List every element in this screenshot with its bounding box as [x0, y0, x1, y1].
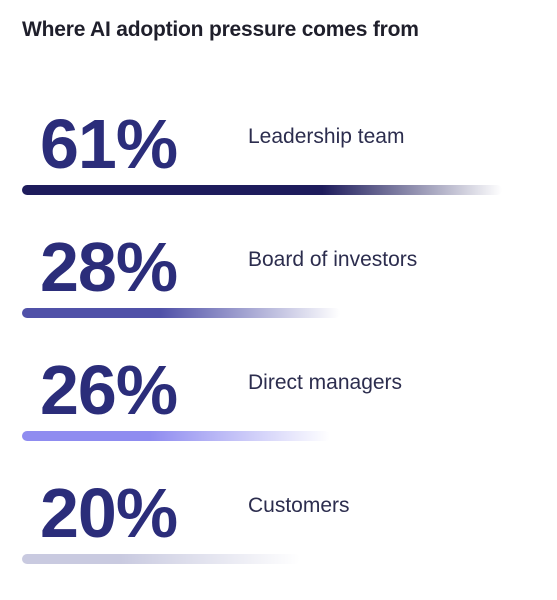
value-bar [22, 554, 300, 564]
stat-label: Direct managers [248, 371, 403, 394]
bar-track [22, 308, 522, 318]
value-bar [22, 185, 502, 195]
chart-title: Where AI adoption pressure comes from [22, 18, 419, 41]
value-bar [22, 308, 340, 318]
bar-track [22, 554, 522, 564]
stat-value: 28% [40, 228, 178, 306]
stat-row: 61% Leadership team [0, 95, 557, 215]
bar-track [22, 185, 522, 195]
value-bar [22, 431, 330, 441]
stat-row: 26% Direct managers [0, 341, 557, 461]
stat-label: Board of investors [248, 248, 418, 271]
stat-row: 20% Customers [0, 464, 557, 584]
stat-value: 26% [40, 351, 178, 429]
stat-label: Customers [248, 494, 350, 517]
stat-row: 28% Board of investors [0, 218, 557, 338]
stat-label: Leadership team [248, 125, 405, 148]
bar-track [22, 431, 522, 441]
stat-value: 61% [40, 105, 178, 183]
stat-value: 20% [40, 474, 178, 552]
